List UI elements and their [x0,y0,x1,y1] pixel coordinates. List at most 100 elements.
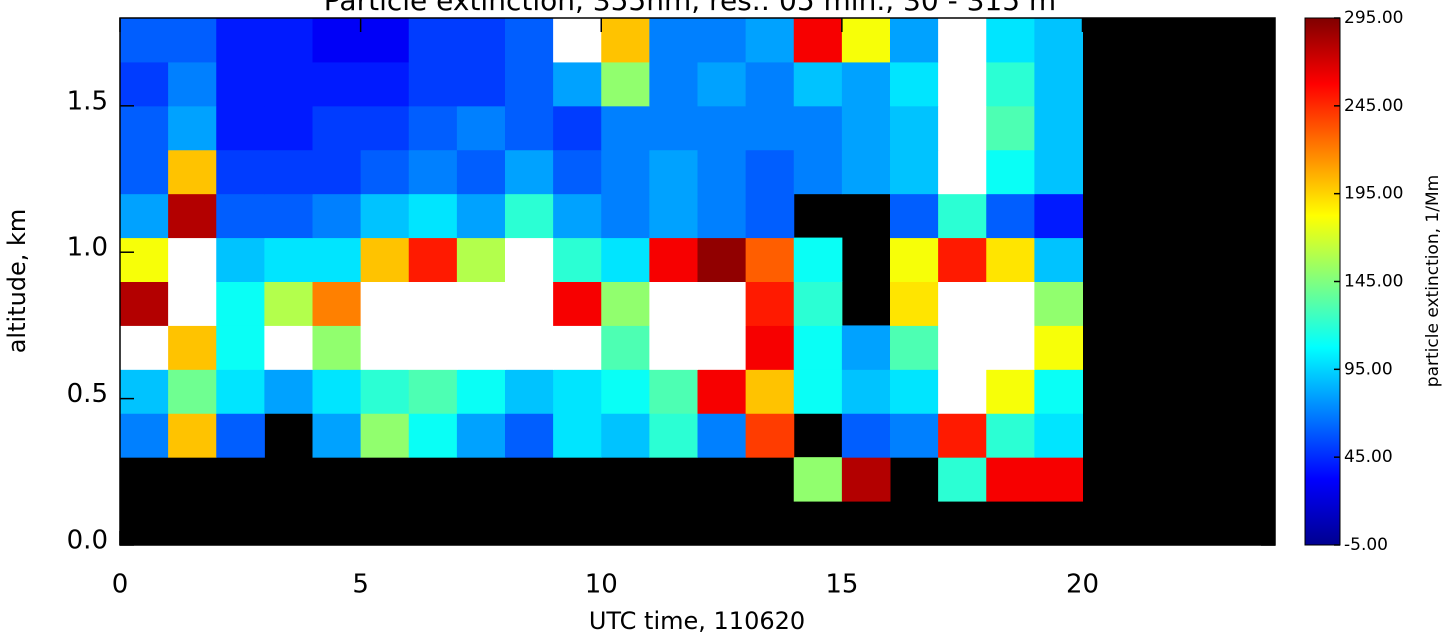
heat-cell [408,325,458,370]
heat-cell [745,193,795,239]
heat-cell [1034,457,1083,502]
heat-cell [312,61,362,107]
heat-cell [697,237,747,282]
heat-cell [408,105,458,151]
heat-cell [360,369,410,414]
heat-cell [360,237,410,282]
heat-cell [505,61,554,107]
heat-cell [505,193,554,239]
heat-cell [456,237,506,282]
colorbar-tick-label: 145.00 [1344,272,1403,292]
heat-cell [360,61,410,107]
heat-cell [553,413,602,458]
heat-cell [1034,193,1083,239]
heat-cell [793,369,843,414]
heat-cell [649,105,698,151]
heat-cell [553,105,602,151]
heat-cell [986,105,1035,151]
heat-cell [120,149,169,195]
heat-cell [216,369,265,414]
heat-cell [1034,149,1083,195]
heat-cell [601,149,650,195]
heat-cell [360,149,410,195]
heat-cell [890,325,939,370]
heat-cell [168,413,217,458]
heat-cell [264,105,313,151]
heat-cell [938,325,987,370]
heat-cell [456,149,506,195]
heat-cell [938,18,987,63]
heat-cell [264,193,313,239]
heat-cell [1034,369,1083,414]
x-tick-label: 20 [1066,570,1099,600]
heat-cell [456,61,506,107]
heat-cell [360,281,410,326]
heat-cell [649,18,698,63]
heat-cell [216,193,265,239]
heat-cell [120,281,169,326]
heat-cell [986,193,1035,239]
heat-cell [986,369,1035,414]
heat-cell [505,18,554,63]
heat-cell [697,61,747,107]
heat-cell [553,193,602,239]
heat-cell [841,413,891,458]
colorbar-tick-label: 245.00 [1344,96,1403,116]
heat-cell [553,18,602,63]
y-tick-label: 1.0 [67,233,108,263]
heat-cell [456,105,506,151]
heat-cell [264,325,313,370]
heat-cell [505,149,554,195]
heat-cell [312,237,362,282]
heat-cell [986,237,1035,282]
heat-cell [408,413,458,458]
x-axis-label: UTC time, 110620 [589,607,805,635]
heat-cell [168,369,217,414]
heat-cell [264,61,313,107]
heat-cell [938,193,987,239]
heat-cell [216,149,265,195]
heat-cell [745,369,795,414]
heat-cell [649,61,698,107]
heat-cell [456,325,506,370]
heat-cell [938,61,987,107]
heat-cell [216,281,265,326]
heat-cell [168,61,217,107]
heat-cell [986,281,1035,326]
colorbar-tick-label: 95.00 [1344,359,1393,379]
heat-cell [120,413,169,458]
heat-cell [408,149,458,195]
heat-cell [1034,325,1083,370]
heat-cell [841,457,891,502]
heat-cell [601,18,650,63]
heat-cell [697,281,747,326]
heat-cell [601,325,650,370]
heat-cell [505,105,554,151]
heat-cell [986,18,1035,63]
heat-cell [793,105,843,151]
x-tick-label: 15 [825,570,858,600]
heat-cell [890,18,939,63]
heat-cell [938,281,987,326]
heat-cell [890,105,939,151]
heat-cell [216,325,265,370]
heat-cell [793,281,843,326]
heat-cell [601,413,650,458]
heat-cell [841,105,891,151]
colorbar-tick-label: 295.00 [1344,8,1403,28]
heat-cell [601,281,650,326]
heat-cell [216,61,265,107]
heat-cell [793,18,843,63]
heat-cell [216,237,265,282]
chart-title: Particle extinction, 355nm, res.: 05 min… [324,0,1056,17]
heat-cell [841,369,891,414]
heat-cell [360,413,410,458]
heat-cell [360,193,410,239]
heat-cell [456,193,506,239]
heat-cell [168,105,217,151]
plot-frame [119,17,1276,546]
heat-cell [408,193,458,239]
heat-cell [312,18,362,63]
heat-cell [264,18,313,63]
heat-cell [168,281,217,326]
